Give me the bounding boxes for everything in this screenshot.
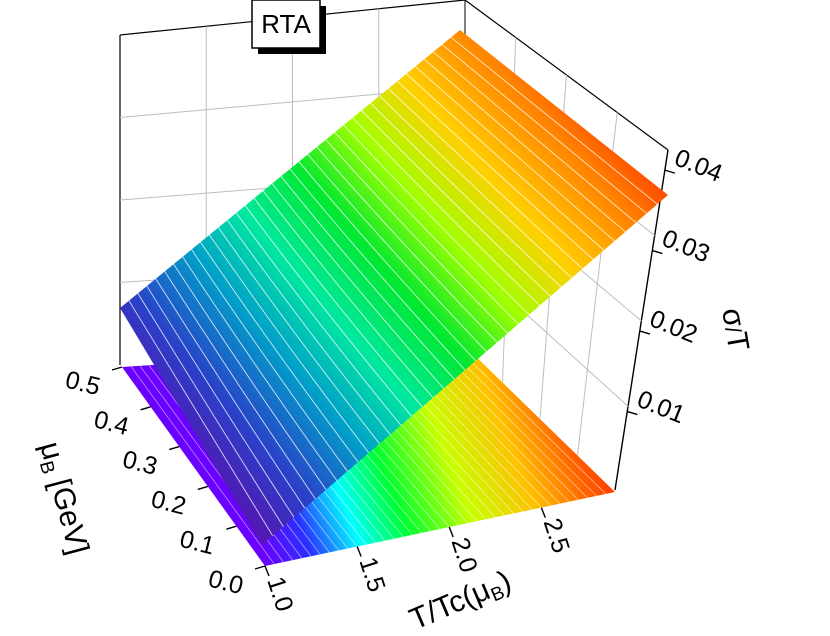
surface-contour — [343, 124, 530, 316]
surface-contour — [164, 271, 316, 500]
surface-contour — [307, 154, 487, 352]
x-tick-mark — [264, 565, 270, 577]
z-tick-mark — [639, 330, 651, 335]
chart-title: RTA — [261, 9, 311, 39]
chart-title-box: RTA — [251, 0, 326, 54]
surface-contour — [423, 58, 626, 233]
surface-contour — [280, 176, 455, 380]
surface-contour — [406, 73, 605, 251]
surface-contour — [128, 300, 274, 537]
surface-contour — [397, 80, 594, 260]
surface-contour — [200, 241, 359, 463]
y-tick-label: 0.2 — [148, 485, 189, 521]
z-axis-label-rest: T — [719, 330, 755, 354]
wall-edge — [614, 149, 669, 491]
z-tick-label: 0.03 — [658, 224, 714, 268]
title-box-frame — [251, 0, 321, 49]
surface-contour — [173, 263, 327, 490]
floor-contour — [454, 345, 607, 495]
z-tick-label: 0.02 — [646, 305, 702, 349]
surface-contour — [227, 219, 391, 435]
y-tick-label: 0.4 — [91, 405, 132, 441]
surface-contour — [325, 139, 509, 334]
surface-contour — [441, 44, 647, 214]
surface-contour — [253, 197, 423, 408]
y-tick-label: 0.3 — [120, 445, 161, 481]
y-axis-label-sub: B — [35, 459, 59, 477]
z-tick-mark — [627, 410, 638, 416]
z-axis-label: σ/T — [715, 305, 755, 353]
surface-contour — [262, 190, 434, 398]
surface-contour — [235, 212, 402, 426]
surface-contour — [388, 88, 583, 270]
surface-contour — [155, 278, 306, 509]
surface-contour — [450, 36, 658, 205]
surface-contour — [218, 227, 380, 444]
x-tick-mark — [356, 546, 362, 557]
surface-mesh-lines — [128, 36, 658, 537]
y-axis-label-rest: [GeV] — [41, 467, 95, 558]
surface-contour — [271, 183, 444, 389]
x-tick-label: 1.0 — [261, 573, 298, 615]
surface-contour — [352, 117, 541, 306]
x-tick-mark — [448, 526, 454, 538]
y-tick-label: 0.1 — [177, 525, 218, 561]
surface-contour — [191, 249, 348, 472]
surface-contour — [334, 132, 519, 325]
z-tick-label: 0.04 — [671, 144, 727, 188]
z-tick-mark — [664, 169, 676, 174]
x-tick-label: 1.5 — [353, 554, 390, 596]
z-tick-label: 0.01 — [633, 385, 689, 429]
surface-contour — [244, 205, 412, 417]
floor-contour — [130, 366, 275, 565]
y-tick-mark — [140, 406, 151, 411]
surface-contour — [146, 285, 295, 518]
y-tick-label: 0.0 — [206, 565, 247, 601]
y-axis-label: μB [GeV] — [30, 438, 95, 558]
surface-contour — [432, 51, 637, 223]
surface-contour — [361, 110, 551, 297]
y-tick-mark — [254, 565, 266, 570]
surface-contour — [414, 66, 615, 242]
surface-contour — [209, 234, 370, 454]
surface-contour — [182, 256, 338, 481]
y-tick-mark — [197, 485, 209, 491]
y-tick-mark — [226, 525, 237, 530]
surface-contour — [379, 95, 573, 279]
surface-contour — [316, 146, 498, 343]
x-tick-label: 2.0 — [446, 534, 483, 576]
x-tick-label: 2.5 — [538, 515, 575, 557]
surface-contour — [137, 293, 284, 527]
y-tick-label: 0.5 — [63, 366, 104, 402]
surface-contour — [289, 168, 466, 371]
y-tick-mark — [168, 445, 180, 451]
x-axis-label-main: T/Tc(μ — [405, 573, 495, 636]
y-tick-mark — [111, 366, 123, 371]
floor-contour — [445, 345, 597, 497]
surface-contour — [370, 102, 562, 288]
surface — [120, 30, 668, 545]
x-axis-label: T/Tc(μB) — [405, 564, 517, 636]
z-axis-label-sub: / — [720, 325, 746, 336]
z-tick-mark — [652, 249, 663, 255]
x-tick-mark — [540, 507, 546, 518]
surface-contour — [298, 161, 477, 362]
